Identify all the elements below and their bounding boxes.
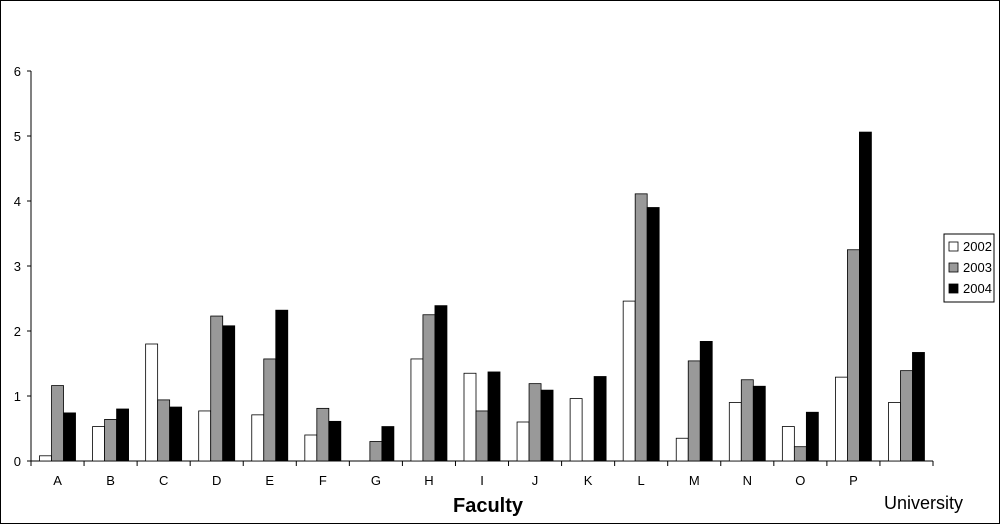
bar-2004-University: [912, 352, 925, 462]
x-tick-label: I: [480, 473, 484, 488]
y-tick-labels: 0 1 2 3 4 5 6: [14, 64, 21, 469]
bar-2003-M: [687, 360, 701, 462]
x-tick-label: F: [319, 473, 327, 488]
y-tick-label: 2: [14, 324, 21, 339]
bar-2004-J: [540, 389, 554, 462]
bar-2002-M: [675, 437, 689, 462]
bar-2003-D: [210, 315, 224, 462]
legend-label-2003: 2003: [963, 260, 992, 275]
x-tick-label: H: [424, 473, 433, 488]
bar-2002-A: [39, 455, 52, 462]
bar-2003-O: [793, 446, 807, 462]
bar-2003-L: [634, 193, 648, 462]
x-tick-label: D: [212, 473, 221, 488]
bar-2003-B: [104, 418, 117, 462]
x-tick-label: C: [159, 473, 168, 488]
x-tick-label: J: [532, 473, 539, 488]
x-tick-label: E: [265, 473, 274, 488]
bar-2003-G: [369, 441, 383, 462]
y-tick-label: 3: [14, 259, 21, 274]
x-tick-label: P: [849, 473, 858, 488]
bar-2004-E: [275, 309, 289, 462]
legend: 2002 2003 2004: [943, 233, 995, 303]
bar-2002-J: [516, 421, 530, 462]
bar-2003-University: [900, 370, 913, 462]
bar-2002-C: [145, 343, 159, 462]
bar-2004-C: [169, 406, 183, 462]
bar-2002-L: [622, 300, 636, 462]
x-tick-labels: A B C D E F G H I J K L M N O P University: [53, 473, 963, 513]
bar-2004-M: [699, 340, 713, 462]
legend-swatch-2002: [948, 241, 959, 252]
bar-2004-L: [646, 207, 660, 462]
bar-2004-D: [222, 325, 236, 462]
bar-2002-D: [198, 410, 212, 462]
x-tick-label: B: [106, 473, 115, 488]
x-tick-label: University: [884, 493, 963, 513]
bar-2003-P: [847, 249, 860, 462]
bar-2003-F: [316, 407, 330, 462]
bar-2003-N: [740, 379, 754, 462]
y-tick-label: 1: [14, 389, 21, 404]
bar-2003-J: [528, 383, 542, 462]
y-tick-label: 0: [14, 454, 21, 469]
bar-2003-A: [51, 385, 64, 462]
bar-2004-I: [487, 371, 501, 462]
bar-2004-N: [752, 385, 766, 462]
bar-2004-G: [381, 426, 395, 462]
x-tick-label: N: [743, 473, 752, 488]
x-tick-label: L: [638, 473, 645, 488]
legend-label-2004: 2004: [963, 281, 992, 296]
bar-2002-H: [410, 358, 424, 462]
legend-label-2002: 2002: [963, 239, 992, 254]
y-tick-label: 4: [14, 194, 21, 209]
legend-swatch-2003: [948, 262, 959, 273]
bar-2002-University: [888, 402, 901, 462]
bar-2003-C: [157, 399, 171, 462]
bar-2003-I: [475, 410, 489, 462]
x-tick-label: O: [795, 473, 805, 488]
x-axis-title: Faculty: [453, 495, 524, 517]
bar-2004-B: [116, 408, 129, 462]
y-tick-label: 6: [14, 64, 21, 79]
x-tick-label: A: [53, 473, 62, 488]
bar-2004-P: [859, 131, 872, 462]
bar-2002-E: [251, 414, 265, 462]
bars: [39, 131, 925, 462]
bar-2002-N: [728, 402, 742, 462]
bar-2003-H: [422, 314, 436, 462]
x-tick-label: K: [584, 473, 593, 488]
bar-2004-A: [63, 412, 76, 462]
bar-2002-F: [304, 434, 318, 462]
x-tick-label: G: [371, 473, 381, 488]
x-tick-label: M: [689, 473, 700, 488]
bar-2002-B: [92, 426, 105, 462]
bar-2002-P: [835, 376, 848, 462]
bar-2003-E: [263, 358, 277, 462]
bar-2002-I: [463, 372, 477, 462]
bar-2004-H: [434, 305, 448, 462]
bar-2004-F: [328, 420, 342, 462]
legend-swatch-2004: [948, 283, 959, 294]
bar-2004-K: [593, 376, 607, 462]
bar-2002-K: [569, 398, 583, 462]
bar-2002-O: [781, 426, 795, 462]
bar-2004-O: [805, 411, 819, 462]
y-tick-label: 5: [14, 129, 21, 144]
